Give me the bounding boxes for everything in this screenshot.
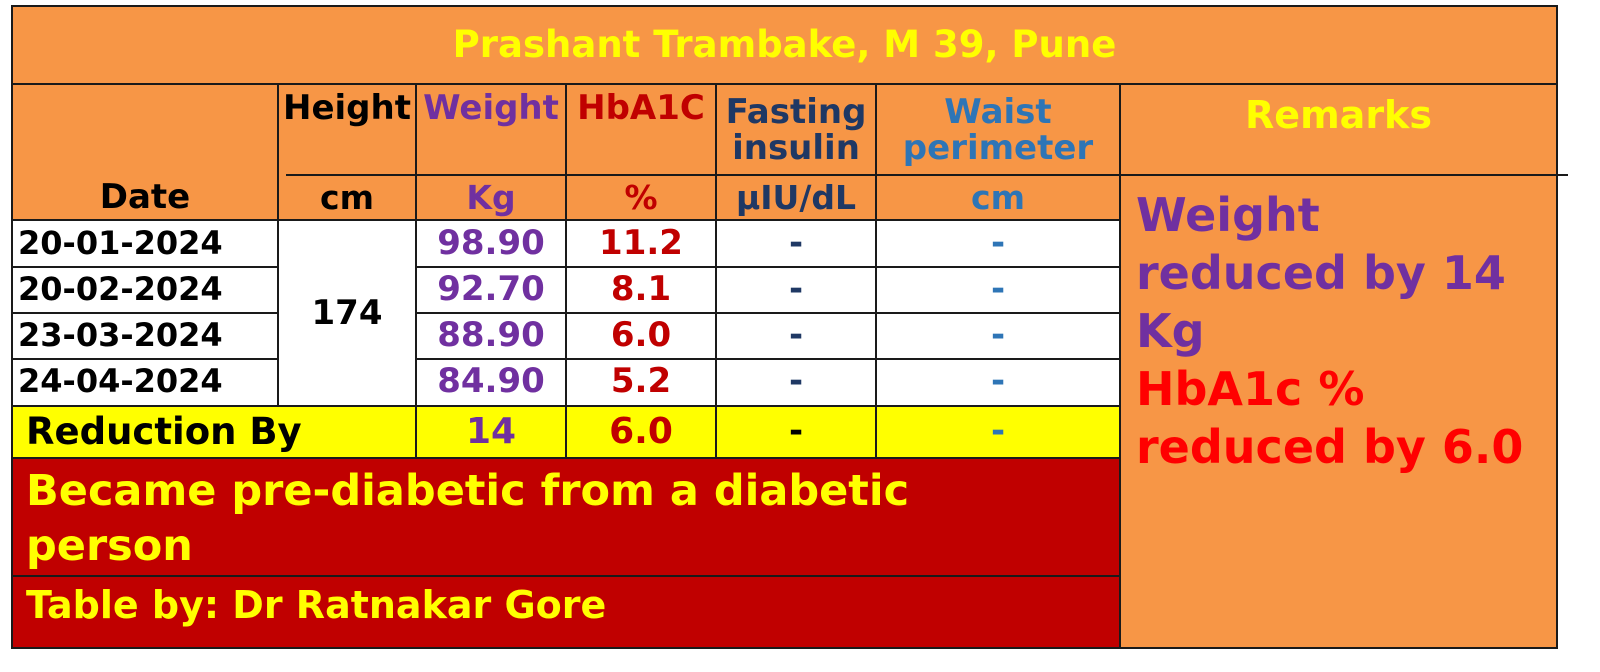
border-col-insulin	[715, 84, 717, 458]
table-row-4-hba1c: 5.2	[610, 361, 672, 402]
table-row-2-waist: -	[990, 269, 1006, 310]
border-col-hba1c	[565, 84, 567, 458]
table-row-3-insulin: -	[788, 315, 804, 356]
table-row-3-hba1c: 6.0	[610, 315, 672, 356]
header-fasting-insulin-unit: µIU/dL	[735, 177, 857, 217]
header-height-unit: cm	[320, 177, 374, 217]
remark-hba1c-line-1: HbA1c %	[1136, 362, 1365, 416]
header-waist-unit: cm	[971, 177, 1025, 217]
table-row-1-hba1c: 11.2	[599, 223, 683, 264]
remark-weight-line-1: Weight	[1136, 188, 1320, 242]
reduction-label: Reduction By	[26, 409, 302, 453]
credit-background	[12, 576, 1120, 648]
table-title: Prashant Trambake, M 39, Pune	[12, 6, 1557, 84]
table-row-1-weight: 98.90	[437, 223, 545, 264]
border-col-waist	[875, 84, 877, 458]
table-row-2-weight: 92.70	[437, 269, 545, 310]
border-header-mid	[286, 174, 1120, 176]
border-row-2	[12, 312, 278, 314]
table-row-2-date: 20-02-2024	[18, 270, 223, 309]
border-left	[11, 5, 13, 649]
conclusion-banner: Became pre-diabetic from a diabetic pers…	[26, 464, 909, 574]
reduction-hba1c: 6.0	[609, 411, 673, 453]
table-row-4-insulin: -	[788, 361, 804, 402]
remarks-text: Weight reduced by 14 Kg HbA1c % reduced …	[1136, 186, 1596, 476]
border-top	[12, 5, 1558, 7]
border-banner-bottom	[12, 575, 1120, 577]
border-row-1	[12, 266, 278, 268]
header-hba1c: HbA1C	[577, 88, 705, 129]
conclusion-banner-background	[12, 458, 1120, 576]
table-row-3-waist: -	[990, 315, 1006, 356]
table-row-4-waist: -	[990, 361, 1006, 402]
conclusion-line-2: person	[26, 521, 193, 571]
border-right	[1556, 5, 1558, 649]
remark-weight-line-2: reduced by 14	[1136, 246, 1506, 300]
border-title-bottom	[12, 83, 1558, 85]
remark-hba1c-line-2: reduced by 6.0	[1136, 420, 1524, 474]
remarks-background	[1120, 84, 1557, 648]
reduction-insulin: -	[788, 411, 804, 452]
header-waist-perimeter: Waist perimeter	[902, 92, 1094, 168]
border-row-1b	[416, 266, 1120, 268]
border-remarks-header	[1120, 174, 1568, 176]
table-row-2-insulin: -	[788, 269, 804, 310]
header-weight-unit: Kg	[466, 177, 516, 217]
header-weight: Weight	[423, 88, 559, 129]
title-text: Prashant Trambake, M 39, Pune	[452, 22, 1117, 66]
reduction-weight: 14	[465, 411, 517, 453]
table-row-1-waist: -	[990, 223, 1006, 264]
header-hba1c-unit: %	[624, 177, 658, 217]
header-date: Date	[99, 177, 191, 218]
border-row-3b	[416, 358, 1120, 360]
table-row-4-date: 24-04-2024	[18, 362, 223, 401]
header-fasting-insulin: Fasting insulin	[725, 92, 867, 168]
border-row-2b	[416, 312, 1120, 314]
border-col-weight	[415, 84, 417, 458]
conclusion-line-1: Became pre-diabetic from a diabetic	[26, 466, 910, 516]
table-row-1-insulin: -	[788, 223, 804, 264]
table-row-3-date: 23-03-2024	[18, 316, 223, 355]
remark-weight-line-3: Kg	[1136, 304, 1205, 358]
table-row-1-date: 20-01-2024	[18, 224, 223, 263]
height-value: 174	[311, 293, 383, 334]
reduction-waist: -	[990, 411, 1006, 452]
header-remarks: Remarks	[1245, 93, 1432, 138]
table-row-4-weight: 84.90	[437, 361, 545, 402]
border-col-height	[277, 84, 279, 406]
border-bottom	[12, 647, 1558, 649]
border-row-3	[12, 358, 278, 360]
header-height: Height	[283, 88, 411, 129]
table-row-2-hba1c: 8.1	[610, 269, 672, 310]
border-col-remarks	[1119, 84, 1121, 648]
credit-text: Table by: Dr Ratnakar Gore	[26, 583, 607, 627]
table-row-3-weight: 88.90	[437, 315, 545, 356]
border-reduction-bottom	[12, 457, 1120, 459]
